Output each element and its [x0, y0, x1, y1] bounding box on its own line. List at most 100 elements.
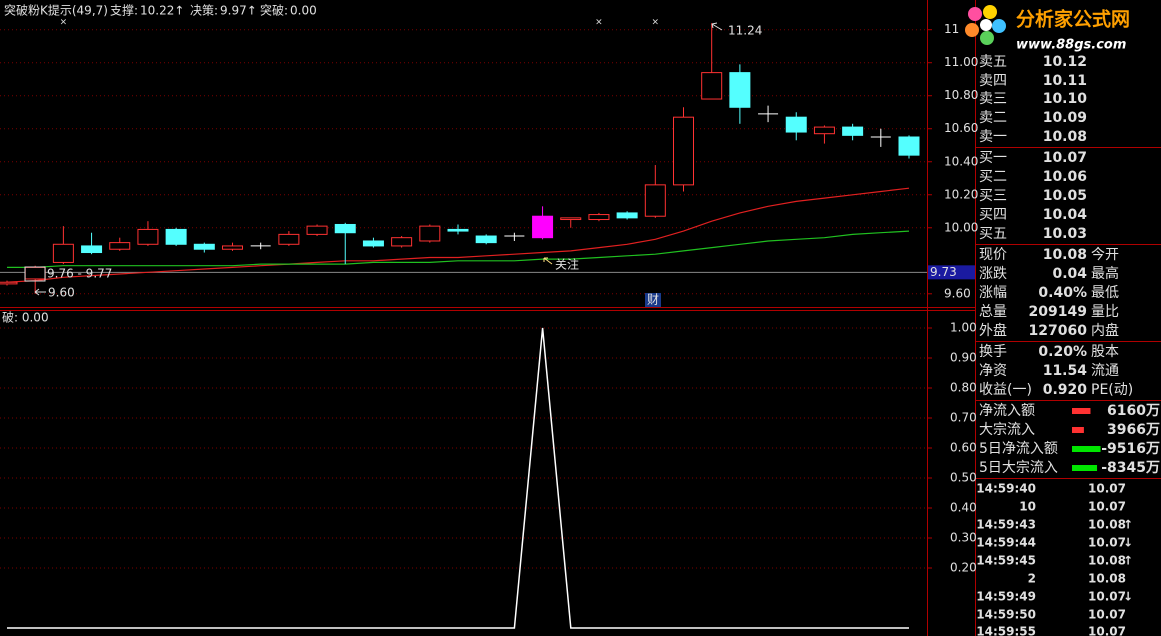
quote-label: 现价 [979, 247, 1007, 263]
candle-body [701, 72, 723, 100]
flow-label: 5日净流入额 [979, 441, 1058, 457]
tick-time: 14:59:49 [976, 590, 1036, 604]
quote-label: PE(动) [1091, 382, 1133, 398]
annotation-box [645, 293, 661, 307]
candle-body [673, 116, 694, 186]
quote-value: 127060 [1029, 323, 1088, 339]
order-price: 10.11 [1043, 73, 1087, 89]
quote-label: 总量 [979, 304, 1007, 320]
tick-price: 10.07 [1088, 500, 1126, 514]
logo-url: www.88gs.com [1016, 38, 1126, 53]
annotation-arrow [711, 22, 723, 31]
order-label: 卖四 [979, 73, 1007, 89]
candle-body [306, 225, 328, 235]
order-price: 10.07 [1043, 150, 1087, 166]
order-price: 10.09 [1043, 110, 1087, 126]
tick-time: 14:59:55 [976, 625, 1036, 636]
tick-price: 10.07 [1088, 608, 1126, 622]
candle-body [532, 215, 554, 239]
candle-body [419, 225, 441, 242]
candle-body [24, 266, 46, 280]
flow-value: -9516万 [1101, 441, 1160, 457]
tick-price: 10.07 [1088, 482, 1126, 496]
tick-time: 14:59:44 [976, 536, 1036, 550]
tick-arrow: ↑ [1123, 554, 1133, 568]
tick-time: 10 [1019, 500, 1036, 514]
quote-label: 涨跌 [979, 266, 1007, 282]
quote-label: 量比 [1091, 304, 1119, 320]
order-price: 10.03 [1043, 226, 1087, 242]
tick-arrow: ↓ [1123, 590, 1133, 604]
candle-body [729, 72, 751, 108]
y-tick-label: 0.50 [950, 471, 977, 485]
flow-bar [1072, 408, 1091, 414]
y-tick-label: 10.40 [944, 154, 978, 168]
indicator-value: 0.00 [290, 4, 317, 18]
order-price: 10.06 [1043, 169, 1087, 185]
logo-icon [965, 5, 1006, 45]
quote-label: 最高 [1091, 265, 1119, 282]
flow-value: -8345万 [1101, 460, 1160, 476]
quote-label: 收益(一) [979, 382, 1032, 398]
flow-label: 净流入额 [979, 403, 1035, 419]
candle-body [193, 243, 215, 250]
moving-average [6, 187, 910, 283]
annotation: 财 [647, 293, 659, 307]
candle-body [165, 228, 187, 245]
tick-price: 10.07 [1088, 536, 1126, 550]
tick-price: 10.07 [1088, 590, 1126, 604]
y-tick-label: 0.60 [950, 441, 977, 455]
candle-body [785, 116, 807, 133]
tick-time: 14:59:50 [976, 608, 1036, 622]
quote-label: 涨幅 [979, 285, 1007, 301]
y-tick-label: 10.20 [944, 187, 978, 201]
order-label: 卖五 [979, 54, 1007, 70]
logo-name: 分析家公式网 [1016, 8, 1130, 31]
candle-body [813, 126, 835, 135]
indicator-name: 支撑: [110, 3, 138, 18]
y-tick-label: 0.30 [950, 531, 977, 545]
quote-value: 0.04 [1052, 266, 1087, 282]
candle-body [0, 281, 18, 285]
quote-label: 外盘 [979, 322, 1007, 339]
flow-label: 5日大宗流入 [979, 460, 1058, 476]
order-label: 买五 [979, 226, 1007, 242]
order-label: 卖一 [979, 129, 1007, 145]
candle-body [391, 237, 413, 247]
flow-value: 6160万 [1107, 403, 1160, 419]
candle-body [334, 223, 356, 234]
candle-body [52, 243, 74, 263]
indicator-value: 9.97↑ [220, 4, 257, 18]
annotation-arrow [543, 257, 553, 265]
quote-label: 净资 [979, 363, 1007, 379]
tick-price: 10.08 [1088, 554, 1126, 568]
candle-body [222, 245, 243, 250]
candle-body [898, 136, 920, 156]
order-label: 买一 [979, 150, 1007, 166]
y-tick-label: 0.90 [950, 351, 977, 365]
tick-price: 10.08 [1088, 572, 1126, 586]
y-tick-label: 11 [944, 22, 959, 36]
quote-value: 11.54 [1043, 363, 1088, 379]
y-tick-label: 10.00 [944, 220, 978, 234]
candle-body [616, 212, 638, 219]
candle-body [81, 245, 103, 254]
y-tick-label: 10.60 [944, 121, 978, 135]
y-tick-label: 11.00 [944, 55, 978, 69]
order-price: 10.04 [1043, 207, 1088, 223]
order-price: 10.10 [1043, 91, 1088, 107]
candle-body [447, 228, 469, 232]
quote-label: 股本 [1091, 344, 1119, 360]
candle-body [278, 233, 300, 245]
y-tick-label: 9.60 [944, 286, 971, 300]
quote-label: 换手 [979, 343, 1007, 360]
chart-title: 破: 0.00 [2, 310, 49, 325]
signal-mark: × [595, 18, 603, 28]
order-label: 买三 [979, 188, 1007, 204]
quote-value: 10.08 [1043, 247, 1087, 263]
tick-time: 14:59:40 [976, 482, 1036, 496]
tick-arrow: ↑ [1123, 518, 1133, 532]
